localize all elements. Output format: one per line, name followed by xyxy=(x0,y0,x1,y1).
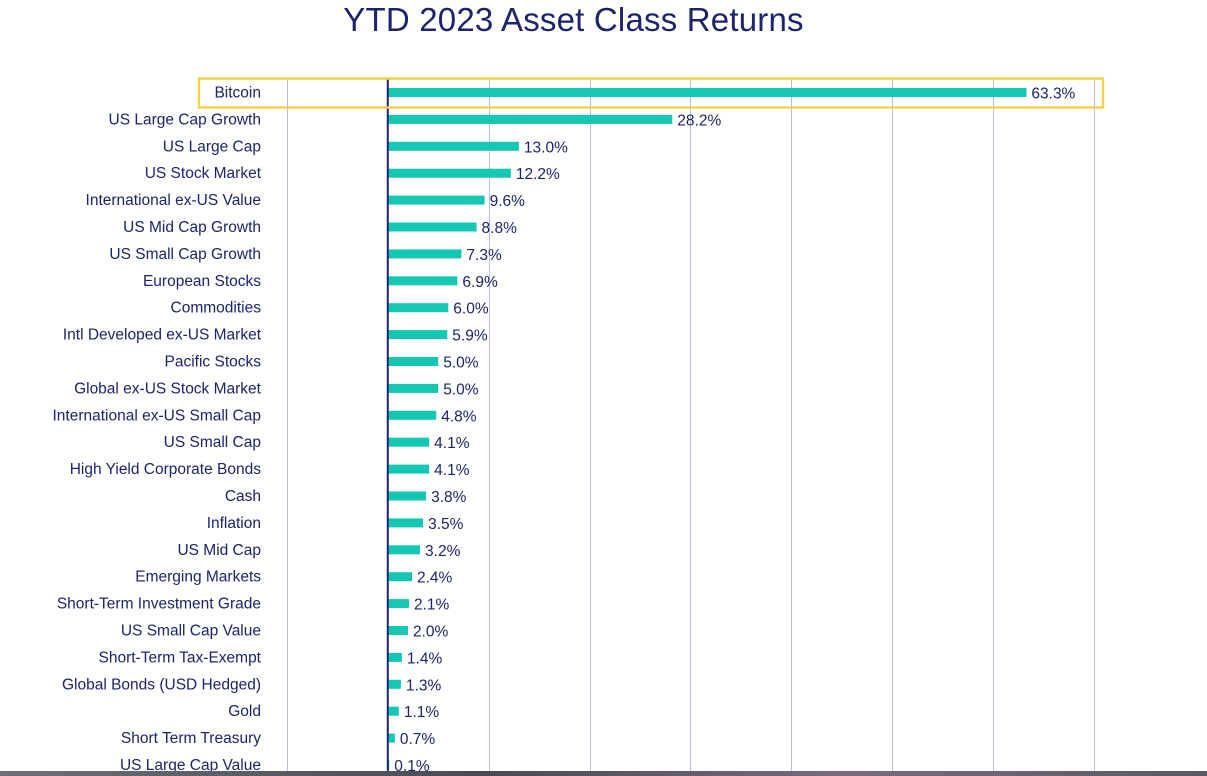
bar xyxy=(387,410,437,420)
value-label: 0.1% xyxy=(394,758,430,775)
value-label: 4.1% xyxy=(434,462,470,479)
bar xyxy=(387,652,402,662)
value-label: 13.0% xyxy=(524,139,568,156)
value-label: 3.5% xyxy=(428,516,464,533)
bar xyxy=(387,168,511,178)
bar xyxy=(387,88,1027,97)
category-label: US Mid Cap xyxy=(177,542,261,559)
highlight-box xyxy=(197,77,1105,109)
category-label: US Large Cap xyxy=(163,138,261,155)
value-label: 2.0% xyxy=(413,624,449,641)
bar xyxy=(387,599,409,609)
value-label: 5.9% xyxy=(452,328,488,345)
bar xyxy=(387,195,485,205)
bar xyxy=(387,706,399,716)
value-labels: 63.3% 28.2% 13.0% 12.2% 9.6% 8.8% 7.3% 6.9% 6.0%… xyxy=(394,86,1075,776)
category-label: Emerging Markets xyxy=(135,569,261,586)
bar xyxy=(387,222,477,232)
value-label: 4.1% xyxy=(434,435,470,452)
category-label: Short-Term Tax-Exempt xyxy=(98,649,261,666)
category-label: High Yield Corporate Bonds xyxy=(70,461,262,478)
category-label: US Large Cap Growth xyxy=(109,111,262,128)
bar xyxy=(387,464,430,474)
value-label: 8.8% xyxy=(482,220,518,237)
category-label: Bitcoin xyxy=(214,85,261,102)
bar xyxy=(387,303,449,313)
chart-title: YTD 2023 Asset Class Returns xyxy=(343,1,804,38)
bar xyxy=(387,114,673,124)
value-label: 1.3% xyxy=(406,677,442,694)
bar xyxy=(387,626,408,635)
bar xyxy=(387,141,519,151)
value-label: 9.6% xyxy=(490,193,526,210)
bars xyxy=(387,88,1027,770)
category-label: Global ex-US Stock Market xyxy=(74,380,262,397)
bar xyxy=(387,249,462,259)
bar xyxy=(387,330,448,340)
bar xyxy=(387,518,424,528)
category-label: Global Bonds (USD Hedged) xyxy=(62,676,261,693)
bar xyxy=(387,733,395,743)
value-label: 63.3% xyxy=(1031,86,1075,103)
value-label: 0.7% xyxy=(400,731,436,748)
category-label: US Large Cap Value xyxy=(120,757,261,774)
category-label: Inflation xyxy=(207,515,261,532)
category-label: Gold xyxy=(228,703,261,720)
category-label: Intl Developed ex-US Market xyxy=(63,327,262,344)
value-label: 6.9% xyxy=(462,274,498,291)
bar xyxy=(387,491,427,501)
category-label: Short-Term Investment Grade xyxy=(57,596,261,613)
value-label: 6.0% xyxy=(453,301,489,318)
category-label: Cash xyxy=(225,488,261,505)
bar xyxy=(387,357,439,366)
bar xyxy=(387,572,412,582)
value-label: 2.1% xyxy=(414,597,450,614)
bar xyxy=(387,437,430,447)
category-label: US Small Cap xyxy=(164,434,261,451)
value-label: 5.0% xyxy=(443,355,479,372)
category-label: US Stock Market xyxy=(145,165,262,182)
value-label: 2.4% xyxy=(417,570,453,587)
category-label: Commodities xyxy=(171,300,262,317)
bar xyxy=(387,276,458,286)
value-label: 3.8% xyxy=(431,489,467,506)
value-label: 4.8% xyxy=(441,408,477,425)
value-label: 5.0% xyxy=(443,381,479,398)
bottom-edge-strip xyxy=(0,771,1207,776)
gridlines xyxy=(287,78,1095,776)
value-label: 7.3% xyxy=(466,247,502,264)
category-label: International ex-US Small Cap xyxy=(53,407,262,424)
value-label: 28.2% xyxy=(677,112,721,129)
bar xyxy=(387,679,401,689)
value-label: 12.2% xyxy=(516,166,560,183)
category-label: Short Term Treasury xyxy=(121,730,261,747)
value-label: 1.4% xyxy=(407,650,443,667)
category-label: US Mid Cap Growth xyxy=(123,219,261,236)
category-label: European Stocks xyxy=(143,273,261,290)
value-label: 1.1% xyxy=(404,704,440,721)
bar xyxy=(387,545,421,555)
highlight-box xyxy=(197,77,1105,109)
value-label: 3.2% xyxy=(425,543,461,560)
category-label: US Small Cap Growth xyxy=(109,246,261,263)
category-labels: Bitcoin US Large Cap Growth US Large Cap US… xyxy=(53,85,262,775)
bar xyxy=(387,383,439,393)
category-label: Pacific Stocks xyxy=(165,354,262,371)
category-label: US Small Cap Value xyxy=(121,623,261,640)
category-label: International ex-US Value xyxy=(86,192,261,209)
